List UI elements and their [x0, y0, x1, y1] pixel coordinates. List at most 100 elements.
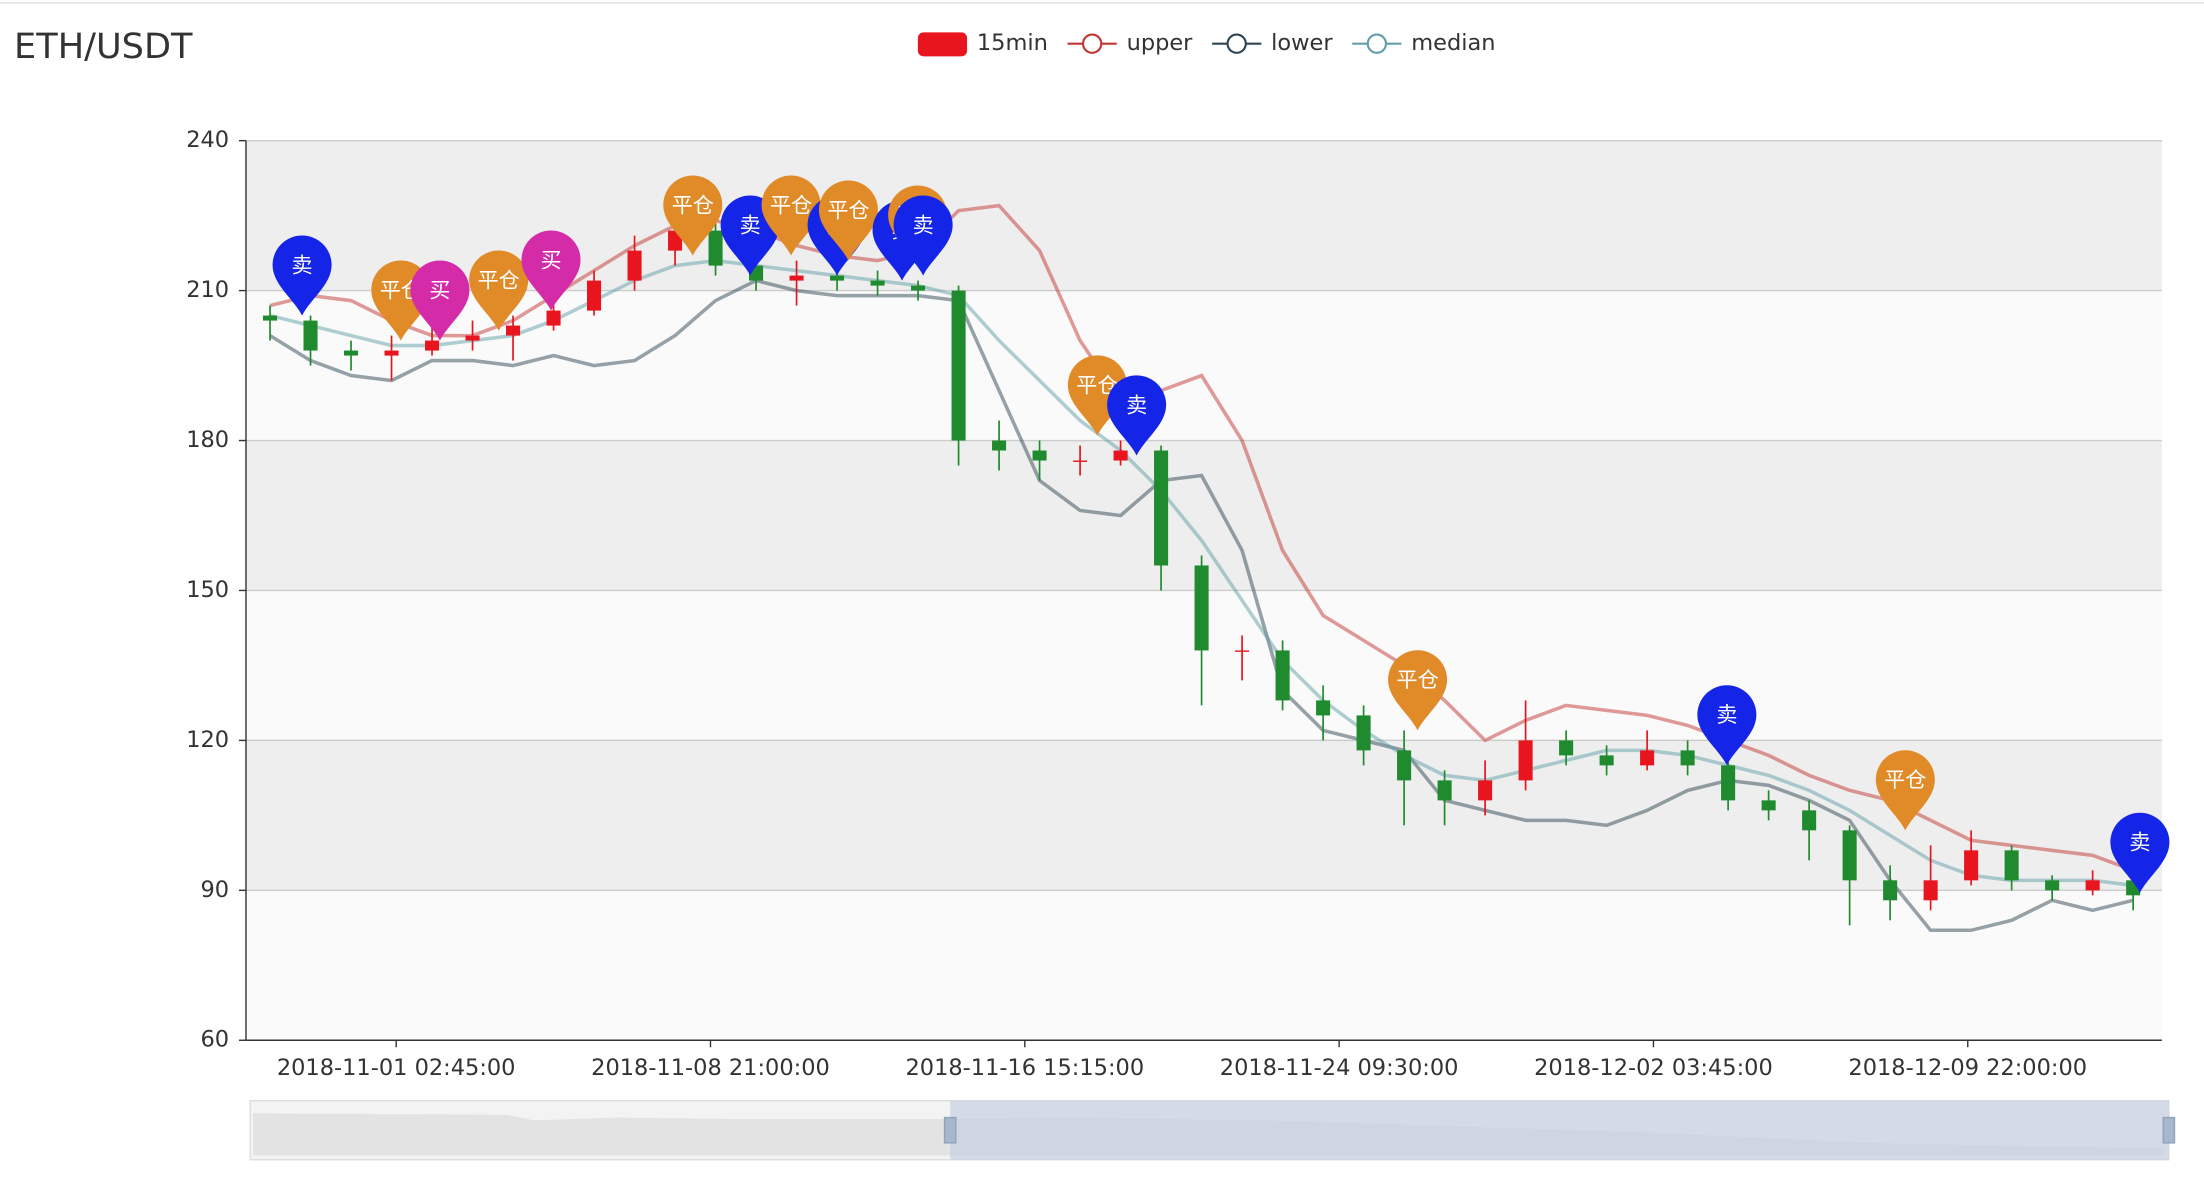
legend-swatch [1366, 33, 1388, 54]
candle-body [1721, 765, 1736, 801]
candle-body [870, 280, 885, 286]
x-tick-label: 2018-12-09 22:00:00 [1848, 1055, 2087, 1081]
legend-label: 15min [977, 30, 1048, 56]
marker-pin [761, 175, 821, 256]
candle-body [627, 250, 642, 281]
data-zoom-slider[interactable] [249, 1099, 2176, 1161]
marker-label: 卖 [913, 212, 934, 237]
marker-pin [1388, 650, 1448, 731]
candle-body [1518, 740, 1533, 781]
marker-label: 卖 [2129, 830, 2150, 855]
marker-label: 卖 [1716, 702, 1737, 727]
candle-body [1599, 755, 1614, 766]
y-tick-label: 60 [201, 1027, 230, 1053]
marker-pin [893, 195, 953, 276]
marker-label: 平仓 [1884, 767, 1926, 792]
x-tick-label: 2018-11-16 15:15:00 [905, 1055, 1144, 1081]
marker-label: 买 [540, 247, 561, 272]
candle-body [1316, 700, 1331, 716]
candle-body [708, 230, 723, 266]
candle-body [425, 340, 440, 351]
candle-body [789, 275, 804, 281]
marker-label: 平仓 [1397, 667, 1439, 692]
band-line [269, 203, 2134, 872]
marker-label: 卖 [740, 212, 761, 237]
candle-body [2004, 850, 2019, 881]
legend-swatch [1081, 33, 1103, 54]
marker-label: 平仓 [827, 197, 869, 222]
candle-body [587, 280, 602, 311]
marker-pin [410, 260, 470, 341]
candle-body [1356, 715, 1371, 751]
candle-body [1559, 740, 1574, 756]
marker-pin [1107, 375, 1167, 456]
band-line [269, 258, 2134, 888]
candle-body [1640, 750, 1655, 766]
x-tick-label: 2018-12-02 03:45:00 [1534, 1055, 1773, 1081]
legend-swatch [917, 32, 968, 57]
x-tick-label: 2018-11-01 02:45:00 [277, 1055, 516, 1081]
candle-body [1923, 880, 1938, 901]
marker-pin [1697, 685, 1757, 766]
chart-title: ETH/USDT [14, 26, 193, 67]
candle-body [1113, 450, 1128, 461]
marker-pin [818, 180, 878, 261]
candle-body [1802, 810, 1817, 831]
marker-pin [521, 230, 581, 311]
candle-body [1964, 850, 1979, 881]
candle-body [344, 350, 359, 356]
candle-body [1073, 460, 1088, 462]
candle-body [1883, 880, 1898, 901]
y-tick-label: 90 [201, 877, 230, 903]
y-tick-label: 240 [186, 127, 229, 153]
y-tick-label: 180 [186, 427, 229, 453]
candle-body [384, 350, 399, 356]
candle-body [1437, 780, 1452, 801]
marker-label: 卖 [292, 252, 313, 277]
y-tick-label: 210 [186, 277, 229, 303]
y-tick-label: 150 [186, 577, 229, 603]
marker-pin [272, 235, 332, 316]
candle-body [2085, 880, 2100, 891]
candle-body [830, 275, 845, 281]
marker-label: 卖 [1126, 392, 1147, 417]
candle-body [1275, 650, 1290, 701]
split-area [245, 740, 2162, 891]
split-area [245, 290, 2162, 441]
marker-pin [2110, 812, 2170, 893]
legend-label: median [1411, 30, 1495, 56]
candle-body [1194, 565, 1209, 651]
split-area [245, 440, 2162, 591]
candle-body [951, 290, 966, 441]
marker-label: 平仓 [672, 192, 714, 217]
marker-pin [1875, 750, 1935, 831]
split-area [245, 890, 2162, 1041]
candle-body [2045, 880, 2060, 891]
y-tick-label: 120 [186, 727, 229, 753]
candle-body [506, 325, 521, 336]
marker-pin [1067, 355, 1127, 436]
marker-pin [663, 175, 723, 256]
band-line [269, 278, 2134, 933]
plot-area: 60 90 120 150 180 210 240 2018-11-01 02:45:00 20… [186, 127, 2170, 1081]
candle-body [992, 440, 1007, 451]
candle-body [1761, 800, 1776, 811]
marker-label: 平仓 [478, 267, 520, 292]
legend-label: upper [1127, 30, 1194, 56]
slider-handle[interactable] [2162, 1116, 2176, 1144]
marker-label: 买 [429, 277, 450, 302]
candle-body [1154, 450, 1169, 566]
candle-body [263, 315, 278, 321]
marker-pin [469, 250, 529, 331]
candle-body [546, 310, 561, 326]
marker-label: 平仓 [770, 192, 812, 217]
candle-body [1032, 450, 1047, 461]
candle-body [303, 320, 318, 351]
legend-swatch [1226, 33, 1247, 54]
slider-handle[interactable] [943, 1116, 957, 1144]
legend: 15min upper lower median [917, 30, 1496, 57]
x-tick-label: 2018-11-24 09:30:00 [1220, 1055, 1459, 1081]
candle-body [911, 285, 926, 291]
slider-window[interactable] [950, 1100, 2169, 1160]
